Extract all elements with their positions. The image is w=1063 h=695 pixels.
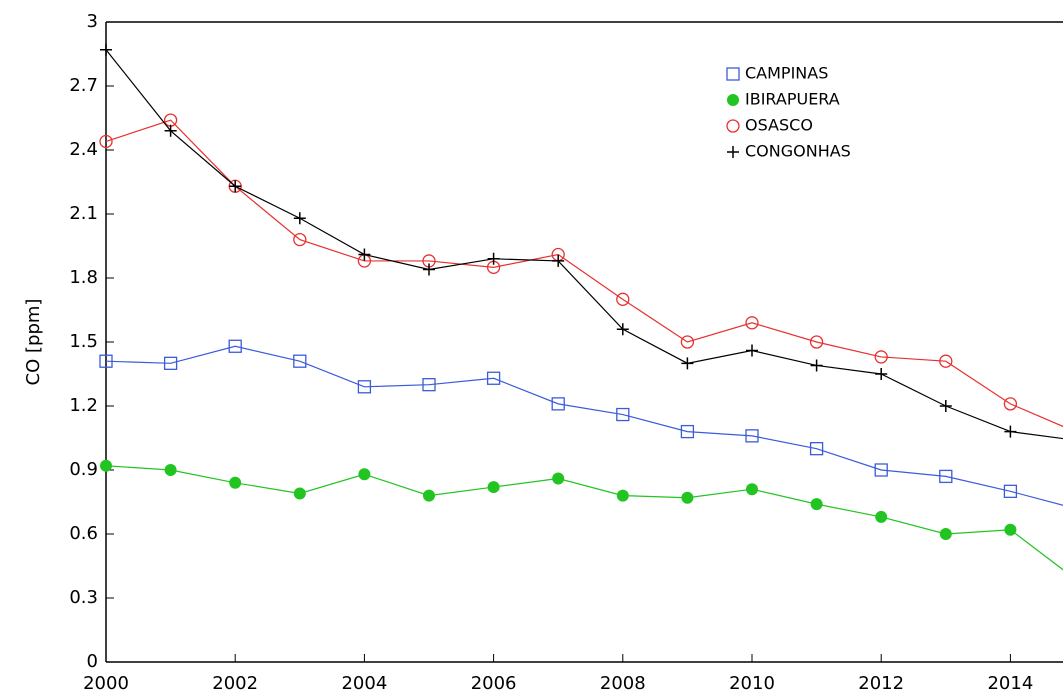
y-tick-label: 0.6 [69,523,98,544]
marker [358,468,371,481]
marker [423,489,435,502]
marker [487,481,500,494]
marker [726,119,740,133]
x-tick-label: 2004 [341,673,387,694]
x-tick-label: 2000 [83,673,129,694]
x-tick-label: 2010 [729,673,775,694]
marker [874,350,888,364]
y-axis-label: CO [ppm] [23,299,44,386]
marker [745,429,759,443]
marker [293,232,307,247]
marker [552,472,565,485]
marker [939,528,952,540]
marker [810,359,823,372]
marker [875,368,888,380]
marker [809,335,824,349]
legend-label: IBIRAPUERA [745,90,840,109]
marker [1003,484,1018,498]
marker [164,124,177,137]
y-tick-label: 1.5 [69,331,98,352]
y-tick-label: 0.9 [69,459,98,480]
marker [875,510,888,523]
marker [1004,523,1017,536]
series-line [105,119,1063,428]
marker [228,339,242,353]
x-tick-label: 2012 [858,673,904,694]
marker [874,463,888,477]
marker [680,335,695,349]
marker [939,400,952,412]
x-tick-label: 2002 [212,673,258,694]
marker [99,134,113,149]
marker [229,476,242,489]
marker [293,212,306,225]
y-tick-label: 2.1 [69,203,98,224]
marker [100,43,112,56]
marker [293,487,306,500]
marker [100,459,112,472]
marker [293,354,307,368]
marker [681,491,694,504]
marker [746,344,758,357]
marker [422,378,436,392]
marker [726,67,740,81]
marker [727,94,739,106]
marker [423,263,435,276]
series-line [105,465,1063,571]
marker [616,489,629,502]
marker [1004,425,1017,438]
marker [745,316,759,330]
marker [809,442,824,456]
marker [727,146,739,158]
y-tick-label: 0.3 [69,587,98,608]
y-tick-label: 1.8 [69,267,98,288]
x-tick-label: 2008 [600,673,646,694]
y-tick-label: 1.2 [69,395,98,416]
marker [810,498,823,511]
marker [746,483,758,496]
y-tick-label: 2.4 [69,139,98,160]
marker [358,248,371,261]
marker [616,323,629,336]
marker [939,469,953,484]
marker [163,356,178,370]
marker [616,407,630,422]
legend-label: CAMPINAS [745,64,828,83]
series-line [105,345,1063,506]
x-tick-label: 2006 [471,673,517,694]
marker [939,354,953,368]
marker [229,180,242,193]
marker [552,254,565,267]
marker [486,371,501,385]
series-line [105,49,1063,440]
marker [1003,397,1018,411]
marker [487,252,500,265]
legend-label: CONGONHAS [745,142,851,161]
x-tick-label: 2014 [987,673,1033,694]
marker [551,397,565,411]
y-tick-label: 3 [87,11,98,32]
y-tick-label: 0 [87,651,98,672]
marker [357,380,372,394]
marker [164,464,177,476]
marker [681,357,694,370]
marker [680,424,695,439]
marker [99,354,113,368]
y-tick-label: 2.7 [69,75,98,96]
marker [616,292,630,306]
legend-label: OSASCO [745,116,813,135]
